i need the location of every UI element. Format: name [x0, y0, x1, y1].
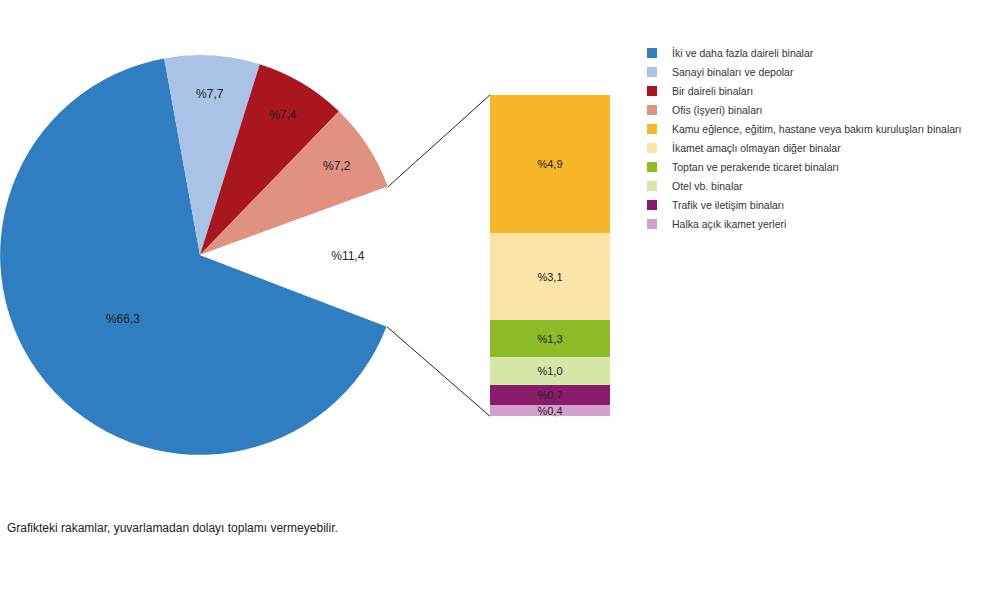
svg-text:%7,2: %7,2	[323, 159, 351, 173]
svg-text:İkamet amaçlı olmayan diğer bi: İkamet amaçlı olmayan diğer binalar	[672, 142, 841, 154]
svg-text:Grafikteki rakamlar, yuvarlama: Grafikteki rakamlar, yuvarlamadan dolayı…	[7, 521, 338, 535]
svg-text:Kamu eğlence, eğitim, hastane: Kamu eğlence, eğitim, hastane veya bakım…	[672, 123, 961, 135]
svg-text:%0,4: %0,4	[537, 405, 562, 417]
svg-text:Sanayi binaları ve depolar: Sanayi binaları ve depolar	[672, 66, 794, 78]
svg-text:%3,1: %3,1	[537, 271, 562, 283]
svg-text:İki ve daha fazla daireli bina: İki ve daha fazla daireli binalar	[672, 47, 814, 59]
svg-text:Halka açık ikamet yerleri: Halka açık ikamet yerleri	[672, 218, 786, 230]
svg-text:Trafik ve iletişim binaları: Trafik ve iletişim binaları	[672, 199, 784, 211]
svg-text:%0,7: %0,7	[537, 389, 562, 401]
svg-text:%66,3: %66,3	[106, 312, 140, 326]
svg-text:%1,3: %1,3	[537, 333, 562, 345]
svg-text:%4,9: %4,9	[537, 158, 562, 170]
svg-text:%1,0: %1,0	[537, 365, 562, 377]
svg-text:%7,7: %7,7	[196, 87, 224, 101]
svg-text:Otel vb. binalar: Otel vb. binalar	[672, 180, 743, 192]
svg-text:%11,4: %11,4	[331, 249, 364, 263]
svg-text:Ofis (işyeri) binaları: Ofis (işyeri) binaları	[672, 104, 762, 116]
svg-text:Bir daireli binaları: Bir daireli binaları	[672, 85, 753, 97]
svg-text:%7,4: %7,4	[269, 108, 297, 122]
svg-text:Toptan ve perakende ticaret bi: Toptan ve perakende ticaret binaları	[672, 161, 839, 173]
